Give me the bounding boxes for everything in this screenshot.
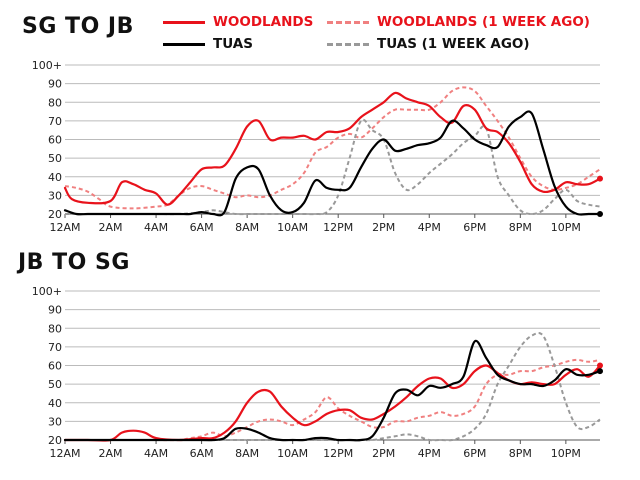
legend-item-woodlands-prev: WOODLANDS (1 WEEK AGO) (327, 14, 590, 30)
chart-jb-to-sg: 20 30 40 50 60 70 80 90 100+ 12AM 2AM 4AM 6AM 8AM 10AM… (32, 285, 603, 460)
y-tick-label: 80 (48, 96, 62, 109)
x-tick-label: 4PM (418, 447, 441, 460)
x-tick-label: 2PM (372, 447, 395, 460)
x-tick-label: 8PM (509, 221, 532, 234)
y-tick-label: 60 (48, 134, 62, 147)
x-tick-label: 10PM (551, 221, 581, 234)
x-tick-label: 4AM (144, 221, 168, 234)
x-tick-label: 4AM (144, 447, 168, 460)
legend-item-tuas: TUAS (163, 36, 253, 52)
x-tick-label: 8AM (235, 447, 259, 460)
x-tick-label: 2AM (99, 221, 123, 234)
series-line-woodlands-prev (64, 358, 601, 442)
x-tick-label: 6PM (463, 447, 486, 460)
legend-item-tuas-prev: TUAS (1 WEEK AGO) (327, 36, 530, 52)
y-tick-label: 30 (48, 189, 62, 202)
x-tick-label: 12PM (323, 447, 353, 460)
x-tick-label: 10AM (277, 221, 308, 234)
series-endpoint-tuas (597, 368, 603, 375)
legend-label-tuas: TUAS (213, 36, 253, 52)
x-tick-label: 2AM (99, 447, 123, 460)
y-tick-label: 100+ (32, 285, 62, 298)
x-tick-label: 12PM (323, 221, 353, 234)
y-tick-label: 40 (48, 397, 62, 410)
y-tick-label: 50 (48, 378, 62, 391)
y-tick-label: 50 (48, 152, 62, 165)
legend-swatch-woodlands-prev (327, 20, 369, 24)
x-tick-label: 12AM (49, 221, 80, 234)
y-tick-label: 90 (48, 78, 62, 91)
x-tick-label: 6AM (190, 221, 214, 234)
legend-swatch-tuas-prev (327, 42, 369, 46)
series-line-tuas (63, 339, 602, 442)
x-tick-label: 2PM (372, 221, 395, 234)
series-endpoint-woodlands (597, 175, 603, 182)
legend-label-woodlands-prev: WOODLANDS (1 WEEK AGO) (377, 14, 590, 30)
series-endpoint-tuas (597, 211, 603, 217)
y-tick-label: 90 (48, 304, 62, 317)
x-tick-label: 8PM (509, 447, 532, 460)
y-tick-label: 70 (48, 341, 62, 354)
y-tick-label: 60 (48, 360, 62, 373)
y-tick-label: 100+ (32, 59, 62, 72)
chart-title-jb-to-sg: JB TO SG (18, 250, 130, 275)
legend-item-woodlands: WOODLANDS (163, 14, 313, 30)
series-line-tuas-prev (64, 332, 601, 442)
series-endpoint-woodlands (597, 362, 603, 369)
x-tick-label: 8AM (235, 221, 259, 234)
chart-title-sg-to-jb: SG TO JB (22, 14, 134, 39)
chart-sg-to-jb: 20 30 40 50 60 70 80 90 100+ 12AM 2AM 4AM 6AM 8AM 10AM… (32, 59, 603, 234)
x-tick-label: 6AM (190, 447, 214, 460)
series-line-tuas-prev (64, 118, 601, 216)
y-tick-label: 20 (48, 208, 62, 221)
y-tick-label: 40 (48, 171, 62, 184)
x-tick-label: 10AM (277, 447, 308, 460)
x-tick-label: 6PM (463, 221, 486, 234)
x-tick-label: 12AM (49, 447, 80, 460)
y-tick-label: 70 (48, 115, 62, 128)
legend-swatch-woodlands (163, 20, 205, 24)
y-tick-label: 80 (48, 322, 62, 335)
y-tick-label: 20 (48, 434, 62, 447)
legend-swatch-tuas (163, 42, 205, 46)
legend-label-woodlands: WOODLANDS (213, 14, 314, 30)
legend-label-tuas-prev: TUAS (1 WEEK AGO) (377, 36, 530, 52)
x-tick-label: 10PM (551, 447, 581, 460)
y-tick-label: 30 (48, 415, 62, 428)
series-line-tuas (63, 110, 602, 217)
x-tick-label: 4PM (418, 221, 441, 234)
series-line-woodlands (63, 91, 602, 206)
